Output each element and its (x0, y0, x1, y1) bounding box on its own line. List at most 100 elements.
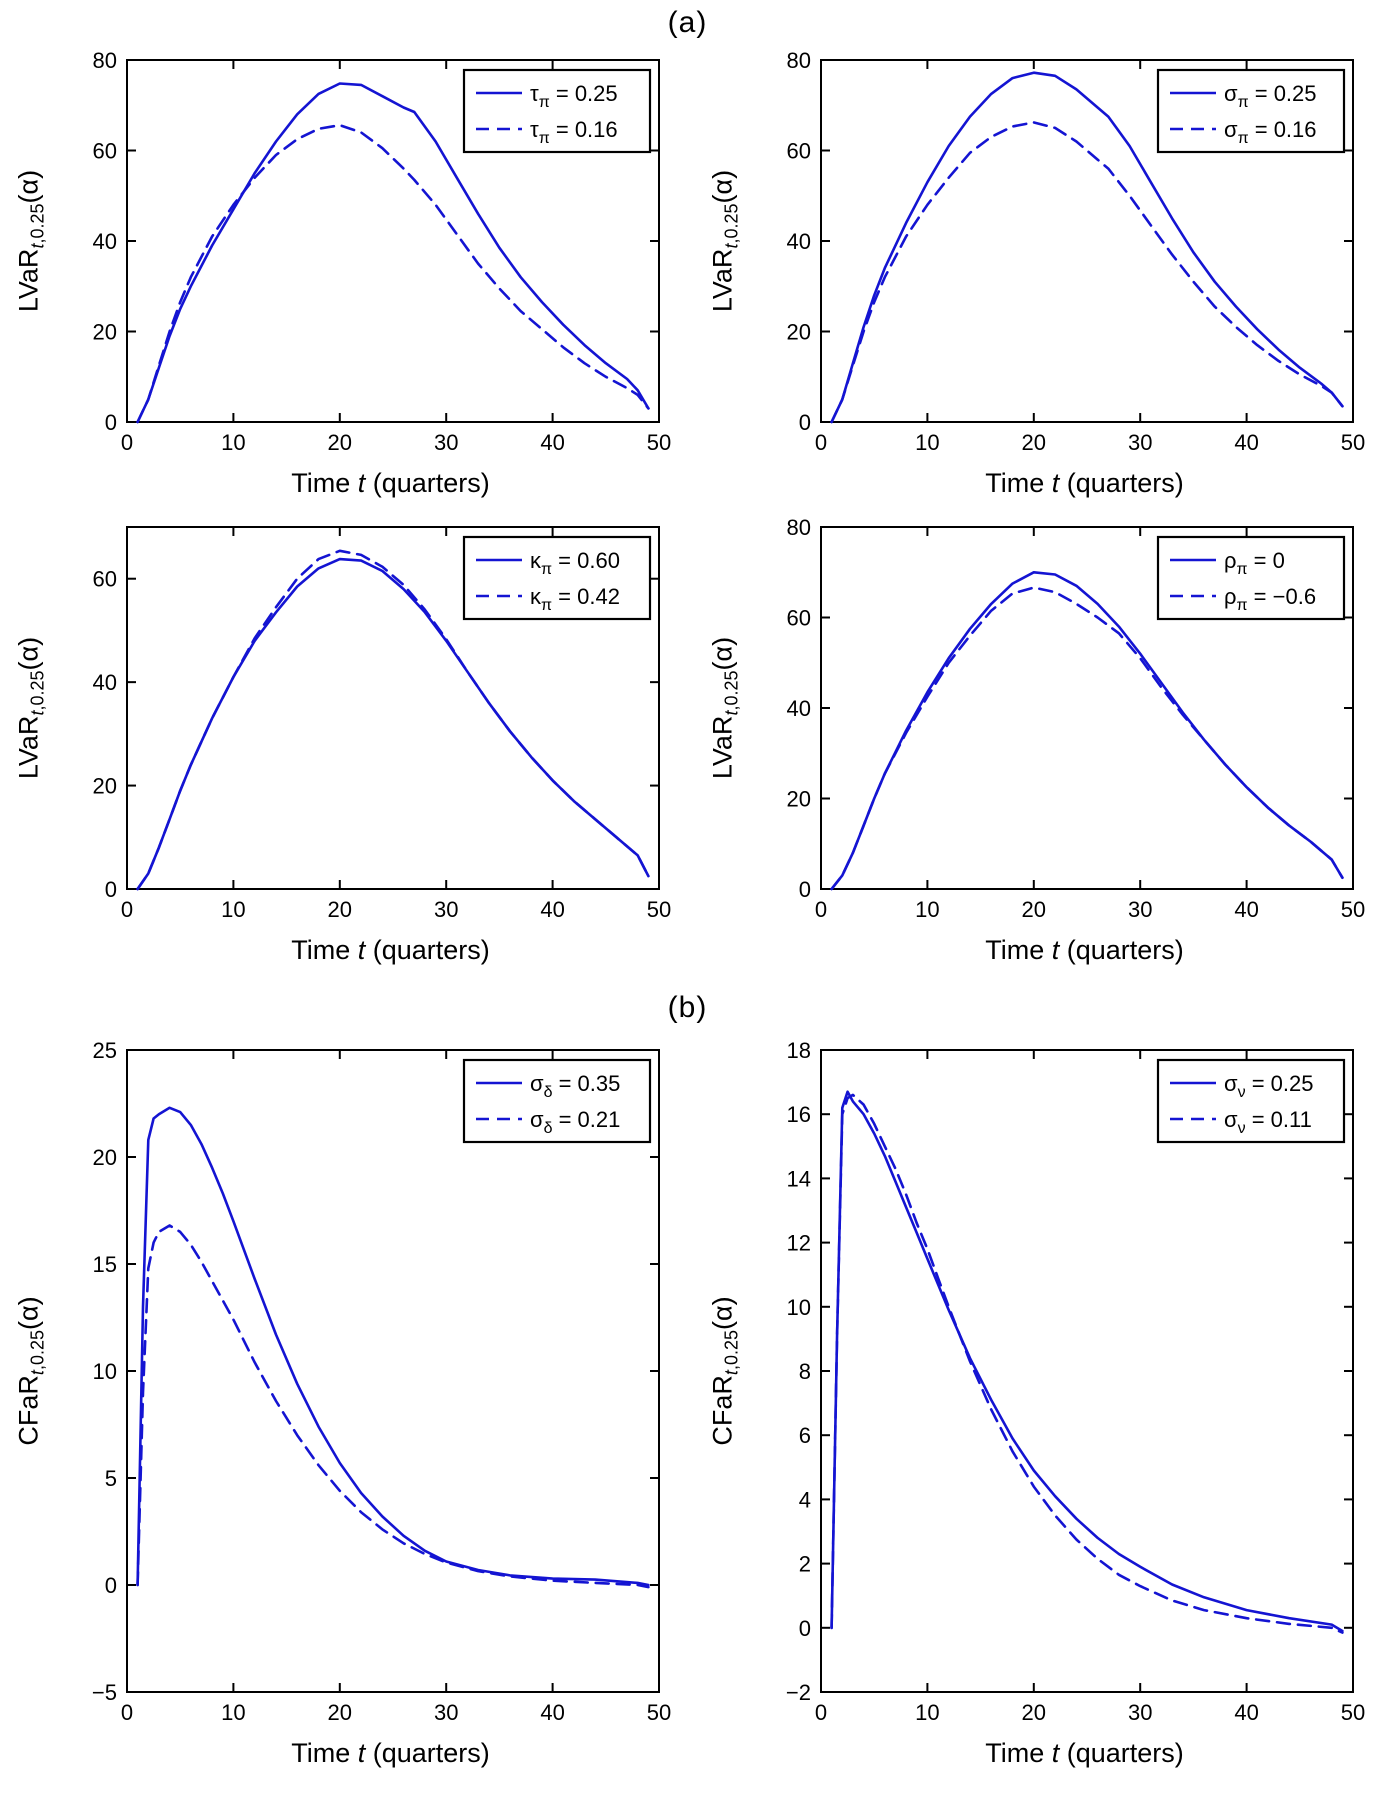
legend: κπ = 0.60 κπ = 0.42 (462, 535, 651, 621)
x-axis-label: Time t (quarters) (749, 1738, 1369, 1769)
x-tick-label: 30 (1127, 430, 1151, 455)
y-tick-label: 20 (92, 1145, 116, 1170)
tick-labels: 0 10 20 30 40 50 0 20 40 60 80 (92, 48, 671, 455)
x-tick-label: 0 (120, 430, 132, 455)
x-tick-label: 20 (1021, 897, 1045, 922)
axis-ticks (819, 526, 1354, 890)
x-axis-label-part: t (357, 935, 366, 965)
legend-entry-label: τπ = 0.25 (530, 81, 618, 111)
y-axis-label-text: LVaRt,0.25(α) (12, 169, 48, 313)
y-tick-label: 0 (104, 877, 116, 902)
y-tick-label: 20 (92, 774, 116, 799)
y-tick-label: 40 (786, 696, 810, 721)
y-tick-label: 80 (786, 515, 810, 540)
subplot-lvar-sigma-pi: LVaRt,0.25(α) 0 10 20 30 40 50 0 20 40 60 80 σπ = 0… (701, 46, 1369, 499)
axis-ticks (125, 527, 660, 890)
legend-entry-label: σπ = 0.16 (1224, 117, 1317, 147)
y-tick-label: 12 (786, 1231, 810, 1256)
legend-entry-label: σδ = 0.35 (530, 1071, 620, 1101)
x-axis-label-part: t (1051, 1738, 1060, 1768)
x-tick-label: 20 (327, 897, 351, 922)
y-tick-label: 16 (786, 1102, 810, 1127)
tick-labels: 0 10 20 30 40 50 0 20 40 60 80 (786, 515, 1365, 922)
x-tick-label: 20 (327, 1700, 351, 1725)
y-tick-label: −5 (91, 1680, 116, 1705)
plot-box (819, 1049, 1354, 1693)
y-tick-label: 10 (92, 1359, 116, 1384)
y-tick-label: 60 (92, 139, 116, 164)
y-tick-label: −2 (785, 1680, 810, 1705)
axis-ticks (125, 59, 660, 423)
y-axis-label-text: LVaRt,0.25(α) (706, 636, 742, 780)
y-tick-label: 0 (104, 1573, 116, 1598)
y-tick-label: 60 (786, 139, 810, 164)
legend-entry-label: ρπ = 0 (1224, 548, 1285, 578)
x-axis-label-part: Time (291, 935, 358, 965)
legend-entry-label: κπ = 0.60 (530, 548, 620, 578)
x-tick-label: 30 (1127, 897, 1151, 922)
x-axis-label-part: t (357, 468, 366, 498)
x-axis-label-part: t (1051, 468, 1060, 498)
legend: ρπ = 0 ρπ = −0.6 (1156, 535, 1345, 621)
panel-label-b: (b) (667, 991, 708, 1024)
series-lvar-rho-pi-dashed (829, 586, 1344, 891)
x-axis-label-part: (quarters) (365, 1738, 490, 1768)
y-tick-label: 80 (92, 48, 116, 73)
x-tick-label: 40 (1234, 1700, 1258, 1725)
x-tick-label: 10 (915, 1700, 939, 1725)
subplot-lvar-rho-pi: LVaRt,0.25(α) 0 10 20 30 40 50 0 20 40 60 80 ρπ = 0… (701, 513, 1369, 966)
x-axis-label-part: (quarters) (1059, 935, 1184, 965)
y-tick-label: 40 (92, 670, 116, 695)
y-tick-label: 8 (798, 1359, 810, 1384)
legend: σδ = 0.35 σδ = 0.21 (462, 1058, 651, 1144)
x-tick-label: 10 (915, 430, 939, 455)
series-cfar-sigma-nu-dashed (829, 1093, 1344, 1634)
x-tick-label: 40 (1234, 430, 1258, 455)
x-axis-label-part: (quarters) (1059, 468, 1184, 498)
subplot-cfar-sigma-nu: CFaRt,0.25(α) 0 10 20 30 40 50 −2 0 2 4 6 8 10 12 14 16… (701, 1036, 1369, 1769)
legend-entry-label: σπ = 0.25 (1224, 81, 1317, 111)
y-tick-label: 5 (104, 1466, 116, 1491)
legend-entry-label: σν = 0.11 (1224, 1107, 1312, 1137)
x-tick-label: 40 (540, 897, 564, 922)
y-tick-label: 40 (92, 229, 116, 254)
series-cfar-sigma-delta-solid (135, 1106, 650, 1587)
series-lvar-tau-pi-solid (135, 82, 650, 424)
x-axis-label-part: (quarters) (1059, 1738, 1184, 1768)
x-axis-label-part: Time (985, 935, 1052, 965)
row-3: CFaRt,0.25(α) 0 10 20 30 40 50 −5 0 5 10 15 20 25 σδ … (0, 1036, 1375, 1769)
x-tick-label: 50 (646, 897, 670, 922)
x-axis-label-part: t (1051, 935, 1060, 965)
y-axis-label: LVaRt,0.25(α) (701, 513, 749, 966)
y-axis-label: LVaRt,0.25(α) (701, 46, 749, 499)
subplot-lvar-kappa-pi: LVaRt,0.25(α) 0 10 20 30 40 50 0 20 40 60 κπ = 0.6… (7, 513, 675, 966)
x-tick-label: 50 (1340, 897, 1364, 922)
series-lvar-kappa-pi-dashed (135, 549, 650, 891)
legend-entry-label: κπ = 0.42 (530, 584, 620, 614)
x-axis-label: Time t (quarters) (749, 468, 1369, 499)
series-lvar-tau-pi-dashed (135, 123, 650, 424)
x-axis-label-part: Time (291, 468, 358, 498)
x-axis-label-part: Time (985, 468, 1052, 498)
y-tick-label: 0 (798, 1616, 810, 1641)
y-tick-label: 14 (786, 1166, 810, 1191)
line-chart-lvar-kappa-pi: 0 10 20 30 40 50 0 20 40 60 κπ = 0.60 κπ = 0.42 (92, 526, 671, 922)
legend-entry-label: ρπ = −0.6 (1224, 584, 1316, 614)
y-tick-label: 20 (786, 787, 810, 812)
y-tick-label: 25 (92, 1038, 116, 1063)
axis-ticks (125, 1049, 660, 1693)
y-axis-label: LVaRt,0.25(α) (7, 513, 55, 966)
y-tick-label: 18 (786, 1038, 810, 1063)
subplot-lvar-tau-pi: LVaRt,0.25(α) 0 10 20 30 40 50 0 20 40 60 80 τπ = 0… (7, 46, 675, 499)
y-tick-label: 0 (104, 410, 116, 435)
y-tick-label: 60 (92, 567, 116, 592)
x-axis-label: Time t (quarters) (55, 468, 675, 499)
legend-entry-label: σν = 0.25 (1224, 1071, 1313, 1101)
y-axis-label-text: CFaRt,0.25(α) (706, 1296, 742, 1446)
x-tick-label: 50 (1340, 1700, 1364, 1725)
subplot-cfar-sigma-delta: CFaRt,0.25(α) 0 10 20 30 40 50 −5 0 5 10 15 20 25 σδ … (7, 1036, 675, 1769)
y-tick-label: 4 (798, 1487, 810, 1512)
y-axis-label-text: LVaRt,0.25(α) (12, 636, 48, 780)
legend: τπ = 0.25 τπ = 0.16 (462, 68, 651, 154)
